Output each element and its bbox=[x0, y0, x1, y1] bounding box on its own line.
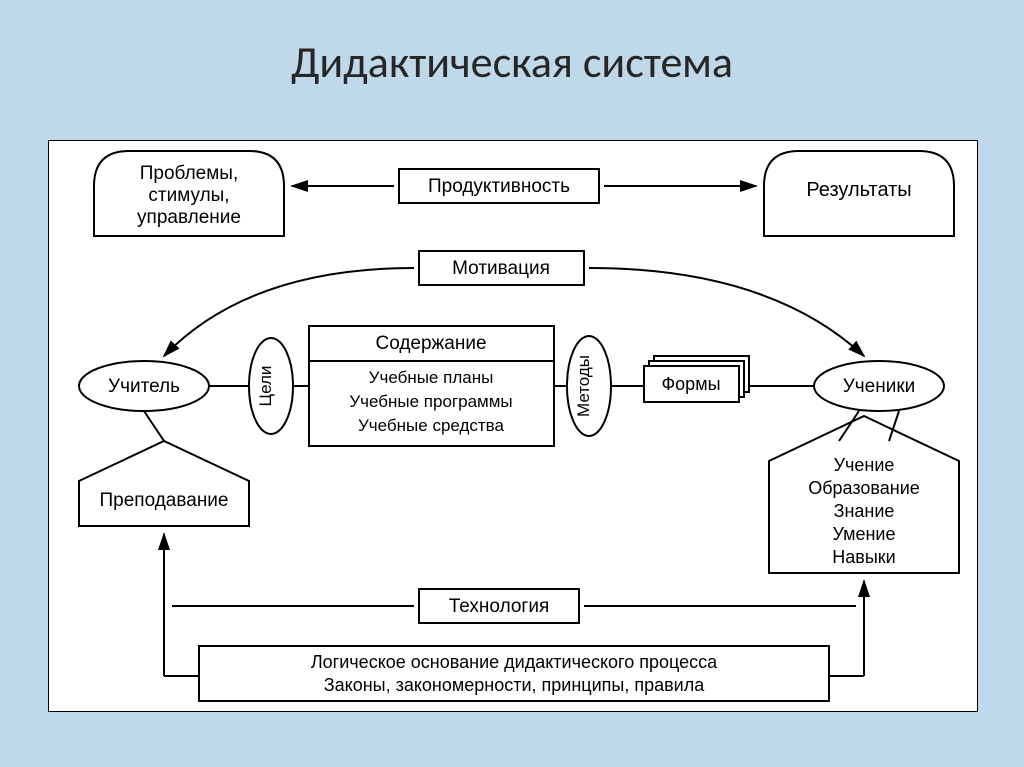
forms-label: Формы bbox=[661, 374, 720, 394]
learning-line-4: Умение bbox=[832, 524, 895, 544]
problems-line-1: Проблемы, bbox=[140, 163, 238, 184]
content-row-1: Учебные планы bbox=[369, 368, 494, 387]
goals-label: Цели bbox=[256, 366, 275, 407]
content-row-3: Учебные средства bbox=[358, 416, 505, 435]
node-content: Содержание Учебные планы Учебные програм… bbox=[309, 326, 554, 446]
students-label: Ученики bbox=[843, 376, 916, 397]
slide: Дидактическая система Проблемы, стимулы,… bbox=[0, 0, 1024, 767]
teaching-label: Преподавание bbox=[99, 490, 228, 511]
content-row-2: Учебные программы bbox=[349, 392, 512, 411]
node-learning: Учение Образование Знание Умение Навыки bbox=[769, 416, 959, 573]
edge-motivation-students bbox=[589, 268, 864, 356]
learning-line-3: Знание bbox=[834, 501, 895, 521]
teacher-label: Учитель bbox=[108, 376, 180, 397]
node-problems: Проблемы, стимулы, управление bbox=[94, 151, 284, 236]
problems-line-2: стимулы, bbox=[148, 185, 229, 206]
node-results: Результаты bbox=[764, 151, 954, 236]
learning-line-2: Образование bbox=[808, 478, 920, 498]
diagram-panel: Проблемы, стимулы, управление Результаты… bbox=[48, 140, 978, 712]
node-forms: Формы bbox=[644, 356, 749, 402]
technology-label: Технология bbox=[449, 596, 550, 617]
foundation-line-2: Законы, закономерности, принципы, правил… bbox=[324, 675, 705, 695]
node-teaching: Преподавание bbox=[79, 441, 249, 526]
learning-line-1: Учение bbox=[834, 455, 895, 475]
learning-line-5: Навыки bbox=[832, 547, 895, 567]
results-label: Результаты bbox=[806, 179, 911, 201]
methods-label: Методы bbox=[574, 355, 593, 417]
foundation-line-1: Логическое основание дидактического проц… bbox=[311, 652, 718, 672]
diagram-svg: Проблемы, стимулы, управление Результаты… bbox=[49, 141, 977, 711]
content-header: Содержание bbox=[375, 333, 486, 354]
productivity-label: Продуктивность bbox=[428, 176, 570, 197]
motivation-label: Мотивация bbox=[452, 258, 550, 279]
edge-teacher-teaching bbox=[144, 411, 164, 441]
problems-line-3: управление bbox=[137, 207, 241, 228]
slide-title: Дидактическая система bbox=[0, 35, 1024, 89]
